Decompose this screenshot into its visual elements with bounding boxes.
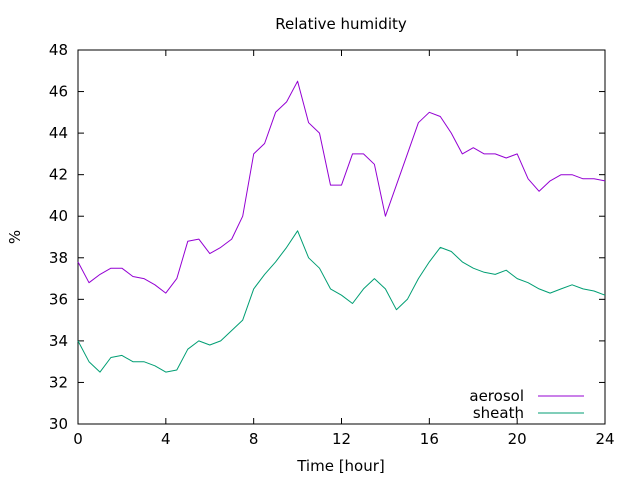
y-tick-label: 44 [49,124,68,142]
plot-frame [77,49,606,425]
y-tick-label: 48 [49,41,68,59]
y-tick-label: 40 [49,207,68,225]
x-tick-label: 12 [332,430,351,448]
y-tick-label: 32 [49,373,68,391]
x-tick-label: 0 [73,430,83,448]
x-axis-label: Time [hour] [296,457,385,475]
legend-label-sheath: sheath [473,404,524,422]
x-tick-label: 4 [161,430,171,448]
y-tick-label: 38 [49,249,68,267]
x-tick-label: 24 [595,430,614,448]
y-axis-label: % [6,230,24,244]
y-tick-label: 46 [49,83,68,101]
y-tick-label: 36 [49,290,68,308]
x-tick-label: 16 [420,430,439,448]
legend-label-aerosol: aerosol [469,387,524,405]
chart-title: Relative humidity [275,15,407,33]
series-line-sheath [77,230,606,373]
series-layer [77,80,606,373]
x-tick-label: 8 [249,430,259,448]
y-tick-label: 30 [49,415,68,433]
y-tick-label: 42 [49,166,68,184]
x-tick-label: 20 [508,430,527,448]
y-tick-label: 34 [49,332,68,350]
series-line-aerosol [77,80,606,294]
